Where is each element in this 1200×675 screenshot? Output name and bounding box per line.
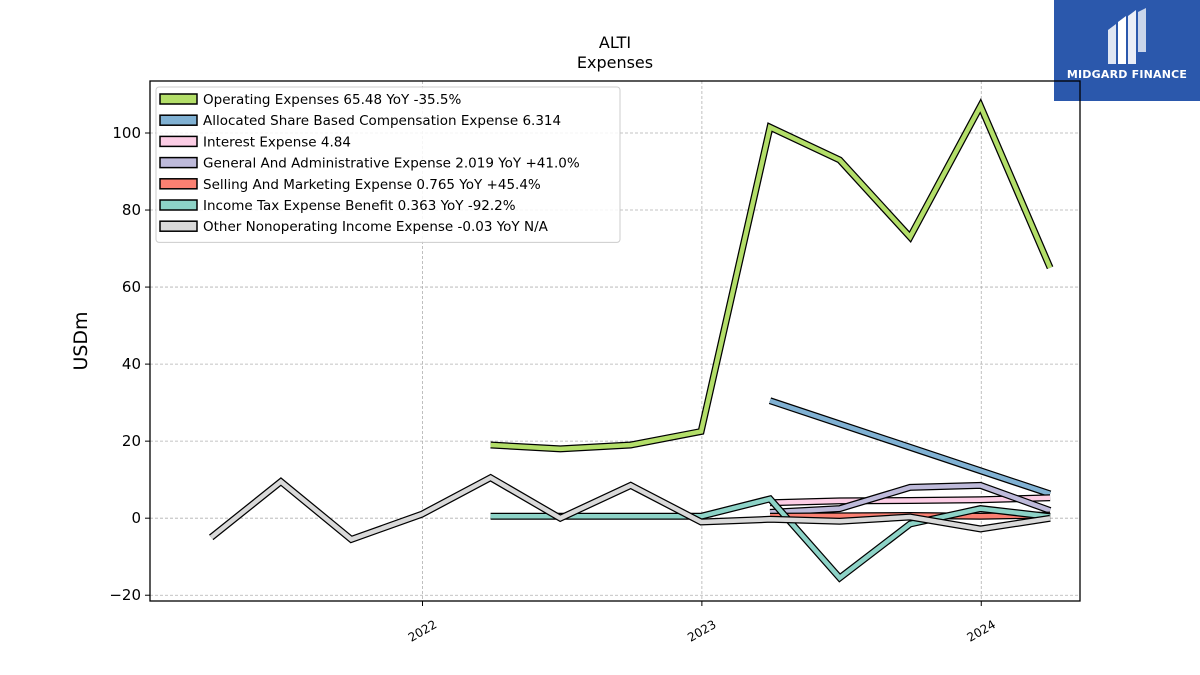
legend-swatch (159, 114, 198, 126)
y-tick-label: 80 (122, 201, 141, 219)
series-line (769, 481, 1052, 516)
y-tick-label: 40 (122, 355, 141, 373)
legend-label: General And Administrative Expense 2.019… (203, 156, 580, 172)
series-stroke (209, 475, 1051, 542)
series-line (209, 473, 1051, 544)
series-stroke (769, 483, 1051, 515)
legend-swatch (159, 178, 198, 190)
legend-label: Allocated Share Based Compensation Expen… (203, 113, 561, 129)
chart-subtitle: Expenses (577, 53, 653, 72)
series-line (769, 494, 1051, 507)
legend-swatch (159, 199, 198, 211)
legend-label: Operating Expenses 65.48 YoY -35.5% (203, 92, 462, 108)
y-tick-label: −20 (109, 586, 141, 604)
legend-swatch (159, 93, 198, 105)
y-tick-label: 100 (112, 124, 141, 142)
midgard-logo-icon (1108, 8, 1146, 64)
legend-swatch (159, 135, 198, 148)
legend-label: Selling And Marketing Expense 0.765 YoY … (203, 177, 541, 193)
x-tick-label: 2022 (406, 617, 439, 644)
series-layer (209, 97, 1054, 583)
legend-label: Other Nonoperating Income Expense -0.03 … (203, 219, 549, 235)
x-tick-label: 2023 (685, 617, 718, 644)
series-line (490, 97, 1054, 453)
legend: Operating Expenses 65.48 YoY -35.5% Alloc… (155, 86, 621, 243)
x-ticks: 2022 2023 2024 (406, 601, 998, 645)
y-tick-label: 60 (122, 278, 141, 296)
brand-name: MIDGARD FINANCE (1066, 68, 1188, 81)
legend-box (155, 86, 621, 243)
legend-swatch (159, 220, 198, 232)
y-ticks: −20 0 20 40 60 80 100 (109, 124, 150, 604)
series-stroke (490, 496, 1051, 581)
series-stroke (490, 100, 1053, 452)
brand-panel: MIDGARD FINANCE (1054, 0, 1200, 101)
chart-title: ALTI (599, 33, 631, 52)
legend-swatch (159, 156, 198, 169)
legend-label: Income Tax Expense Benefit 0.363 YoY -92… (203, 198, 516, 214)
series-stroke (769, 495, 1051, 506)
y-tick-label: 0 (131, 509, 141, 527)
series-stroke (769, 398, 1051, 497)
y-axis-label: USDm (70, 311, 92, 370)
series-line (768, 397, 1052, 498)
series-line (490, 494, 1051, 583)
plot-frame (149, 80, 1081, 602)
y-tick-label: 20 (122, 432, 141, 450)
x-tick-label: 2024 (965, 617, 998, 644)
legend-label: Interest Expense 4.84 (203, 134, 351, 150)
